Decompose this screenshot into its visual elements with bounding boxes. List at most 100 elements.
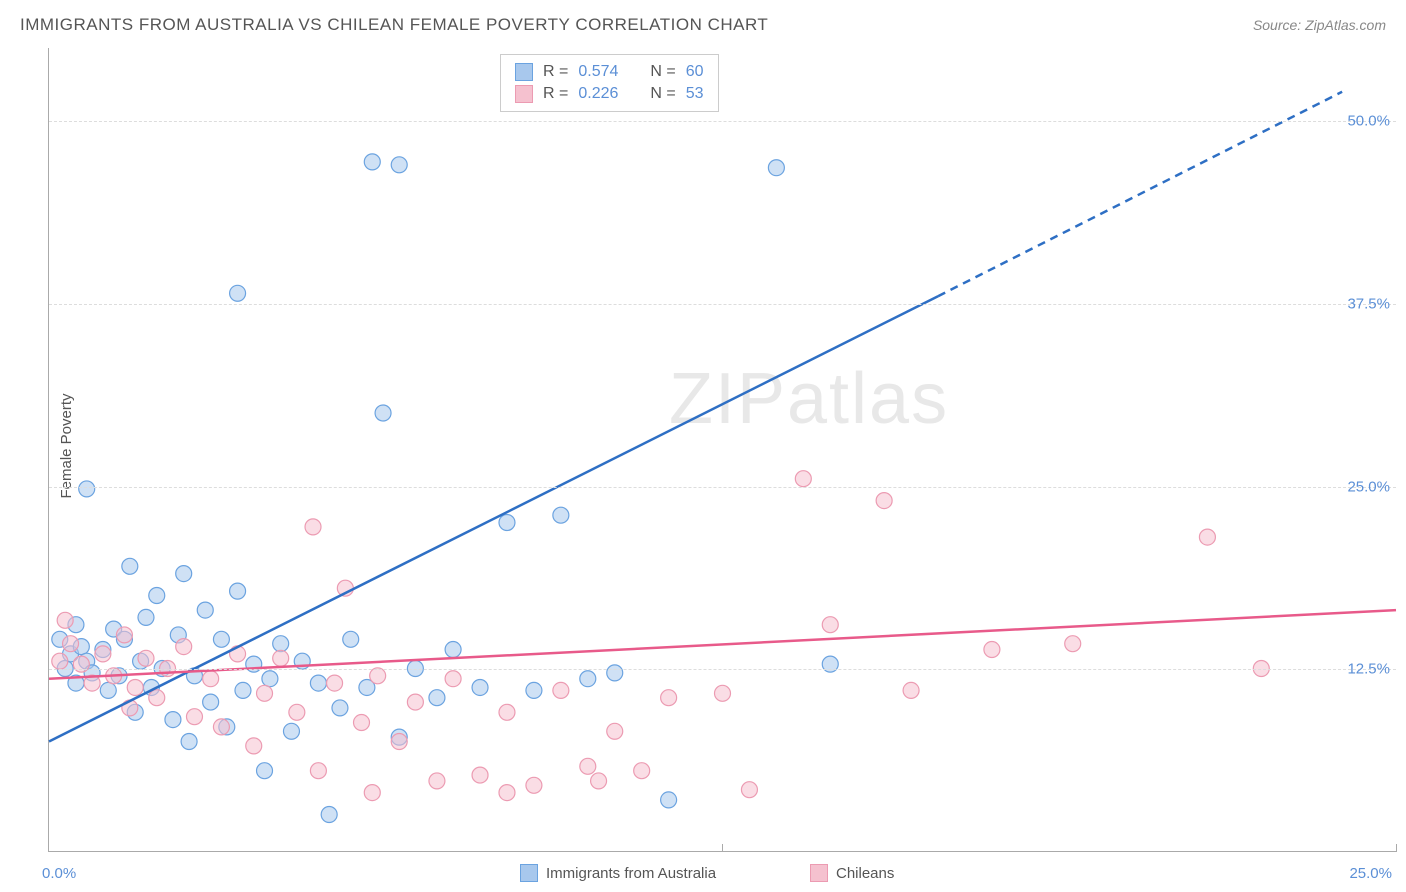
stats-swatch xyxy=(515,63,533,81)
scatter-point xyxy=(407,694,423,710)
trend-line-extrapolated xyxy=(938,92,1342,296)
scatter-point xyxy=(472,767,488,783)
y-tick-label: 37.5% xyxy=(1347,295,1390,312)
scatter-point xyxy=(332,700,348,716)
series-legend-1: Immigrants from Australia xyxy=(520,864,716,882)
scatter-point xyxy=(429,690,445,706)
x-tick xyxy=(722,844,723,852)
scatter-point xyxy=(822,617,838,633)
scatter-point xyxy=(445,671,461,687)
r-label: R = xyxy=(543,63,568,81)
scatter-point xyxy=(591,773,607,789)
scatter-point xyxy=(715,685,731,701)
source-attribution: Source: ZipAtlas.com xyxy=(1253,17,1386,33)
scatter-point xyxy=(310,763,326,779)
scatter-point xyxy=(876,493,892,509)
scatter-point xyxy=(79,481,95,497)
scatter-point xyxy=(127,679,143,695)
trend-line xyxy=(49,296,938,741)
scatter-point xyxy=(375,405,391,421)
r-value: 0.574 xyxy=(578,63,618,81)
scatter-point xyxy=(795,471,811,487)
series-legend-2: Chileans xyxy=(810,864,894,882)
scatter-point xyxy=(526,777,542,793)
r-value: 0.226 xyxy=(578,85,618,103)
r-label: R = xyxy=(543,85,568,103)
scatter-point xyxy=(661,690,677,706)
scatter-point xyxy=(391,734,407,750)
y-tick-label: 50.0% xyxy=(1347,113,1390,130)
scatter-point xyxy=(176,639,192,655)
scatter-point xyxy=(321,807,337,823)
scatter-point xyxy=(116,627,132,643)
scatter-point xyxy=(203,671,219,687)
scatter-point xyxy=(138,609,154,625)
scatter-point xyxy=(213,631,229,647)
legend-swatch-2 xyxy=(810,864,828,882)
scatter-point xyxy=(246,738,262,754)
scatter-point xyxy=(122,558,138,574)
scatter-point xyxy=(289,704,305,720)
scatter-point xyxy=(429,773,445,789)
scatter-point xyxy=(213,719,229,735)
legend-label-2: Chileans xyxy=(836,865,894,882)
n-label: N = xyxy=(650,85,675,103)
scatter-point xyxy=(391,157,407,173)
legend-swatch-1 xyxy=(520,864,538,882)
n-value: 53 xyxy=(686,85,704,103)
scatter-point xyxy=(230,285,246,301)
scatter-point xyxy=(165,712,181,728)
scatter-point xyxy=(499,515,515,531)
header: IMMIGRANTS FROM AUSTRALIA VS CHILEAN FEM… xyxy=(20,15,1386,35)
y-tick-label: 12.5% xyxy=(1347,661,1390,678)
scatter-point xyxy=(607,723,623,739)
scatter-point xyxy=(203,694,219,710)
stats-row: R = 0.574 N = 60 xyxy=(515,61,704,83)
gridline-h xyxy=(49,487,1396,488)
legend-label-1: Immigrants from Australia xyxy=(546,865,716,882)
chart-title: IMMIGRANTS FROM AUSTRALIA VS CHILEAN FEM… xyxy=(20,15,768,35)
n-label: N = xyxy=(650,63,675,81)
scatter-point xyxy=(273,636,289,652)
scatter-point xyxy=(149,690,165,706)
n-value: 60 xyxy=(686,63,704,81)
y-tick-label: 25.0% xyxy=(1347,478,1390,495)
scatter-point xyxy=(257,685,273,701)
scatter-point xyxy=(903,682,919,698)
stats-swatch xyxy=(515,85,533,103)
scatter-point xyxy=(52,653,68,669)
scatter-point xyxy=(327,675,343,691)
scatter-point xyxy=(197,602,213,618)
scatter-point xyxy=(63,636,79,652)
scatter-point xyxy=(181,734,197,750)
scatter-point xyxy=(343,631,359,647)
scatter-point xyxy=(138,650,154,666)
scatter-point xyxy=(634,763,650,779)
scatter-point xyxy=(364,785,380,801)
scatter-point xyxy=(472,679,488,695)
x-tick-label-2: 25.0% xyxy=(1349,865,1392,882)
scatter-point xyxy=(257,763,273,779)
correlation-stats-box: R = 0.574 N = 60 R = 0.226 N = 53 xyxy=(500,54,719,112)
gridline-h xyxy=(49,304,1396,305)
scatter-point xyxy=(283,723,299,739)
scatter-point xyxy=(100,682,116,698)
scatter-point xyxy=(661,792,677,808)
scatter-point xyxy=(553,682,569,698)
scatter-point xyxy=(607,665,623,681)
scatter-point xyxy=(57,612,73,628)
scatter-point xyxy=(310,675,326,691)
gridline-h xyxy=(49,669,1396,670)
scatter-point xyxy=(176,566,192,582)
scatter-point xyxy=(580,671,596,687)
scatter-point xyxy=(95,646,111,662)
scatter-point xyxy=(230,583,246,599)
scatter-point xyxy=(526,682,542,698)
scatter-point xyxy=(354,715,370,731)
scatter-point xyxy=(262,671,278,687)
scatter-point xyxy=(445,642,461,658)
scatter-point xyxy=(768,160,784,176)
gridline-h xyxy=(49,121,1396,122)
scatter-point xyxy=(149,588,165,604)
scatter-point xyxy=(273,650,289,666)
